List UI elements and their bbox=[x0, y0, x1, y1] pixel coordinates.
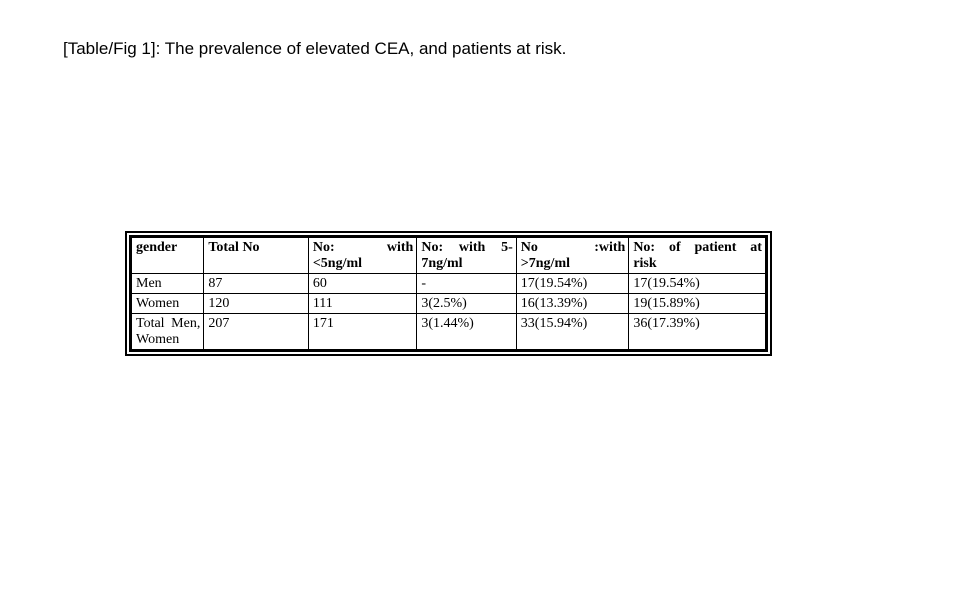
header-text: of bbox=[668, 240, 681, 255]
cell-over-7ng: 33(15.94%) bbox=[515, 313, 630, 351]
cell-at-risk: 17(19.54%) bbox=[628, 273, 767, 294]
header-text: No: bbox=[421, 240, 444, 255]
header-text-line2: >7ng/ml bbox=[520, 256, 571, 271]
header-text: No: bbox=[312, 240, 335, 255]
header-cell-total-no: Total No bbox=[203, 236, 309, 274]
header-text-line2 bbox=[208, 256, 304, 272]
header-text: at bbox=[750, 240, 762, 255]
header-text: with bbox=[386, 240, 414, 255]
header-text: patient bbox=[694, 240, 737, 255]
cell-at-risk: 19(15.89%) bbox=[628, 293, 767, 314]
cell-gender: Men bbox=[129, 273, 205, 294]
header-cell-5-7ng: No: with 5- 7ng/ml bbox=[416, 236, 517, 274]
header-text: :with bbox=[594, 240, 626, 255]
prevalence-table: gender Total No No: with bbox=[129, 235, 768, 352]
cell-total: 207 bbox=[203, 313, 309, 351]
cell-gender: Women bbox=[129, 293, 205, 314]
header-text: No: bbox=[633, 240, 656, 255]
header-text-line2: risk bbox=[633, 256, 657, 271]
table-header-row: gender Total No No: with bbox=[129, 236, 767, 274]
cell-5-7ng: 3(2.5%) bbox=[416, 293, 517, 314]
cell-under-5ng: 60 bbox=[307, 273, 418, 294]
header-text-line2: 7ng/ml bbox=[421, 256, 463, 271]
header-text: Total No bbox=[208, 240, 260, 255]
header-cell-over-7ng: No :with >7ng/ml bbox=[515, 236, 630, 274]
header-cell-under-5ng: No: with <5ng/ml bbox=[307, 236, 418, 274]
header-text: 5- bbox=[501, 240, 513, 255]
cell-total: 87 bbox=[203, 273, 309, 294]
header-text: with bbox=[458, 240, 486, 255]
header-text-line2 bbox=[136, 256, 200, 272]
header-cell-gender: gender bbox=[129, 236, 205, 274]
cell-over-7ng: 16(13.39%) bbox=[515, 293, 630, 314]
cell-5-7ng: - bbox=[416, 273, 517, 294]
figure-caption: [Table/Fig 1]: The prevalence of elevate… bbox=[63, 39, 567, 58]
table-row-women: Women 120 111 3(2.5%) 16(13.39%) 19(15.8… bbox=[129, 293, 767, 314]
cell-5-7ng: 3(1.44%) bbox=[416, 313, 517, 351]
table-row-men: Men 87 60 - 17(19.54%) 17(19.54%) bbox=[129, 273, 767, 294]
cell-over-7ng: 17(19.54%) bbox=[515, 273, 630, 294]
cell-under-5ng: 171 bbox=[307, 313, 418, 351]
table-outer-border: gender Total No No: with bbox=[125, 231, 772, 356]
cell-under-5ng: 111 bbox=[307, 293, 418, 314]
header-text: No bbox=[520, 240, 538, 255]
cell-total: 120 bbox=[203, 293, 309, 314]
header-text-line2: <5ng/ml bbox=[312, 256, 363, 271]
cell-at-risk: 36(17.39%) bbox=[628, 313, 767, 351]
header-text: gender bbox=[136, 240, 178, 255]
table-row-total: Total Men, Women 207 171 3(1.44%) 33(15.… bbox=[129, 313, 767, 351]
header-cell-patients-at-risk: No: of patient at risk bbox=[628, 236, 767, 274]
cell-gender: Total Men, Women bbox=[129, 313, 205, 351]
